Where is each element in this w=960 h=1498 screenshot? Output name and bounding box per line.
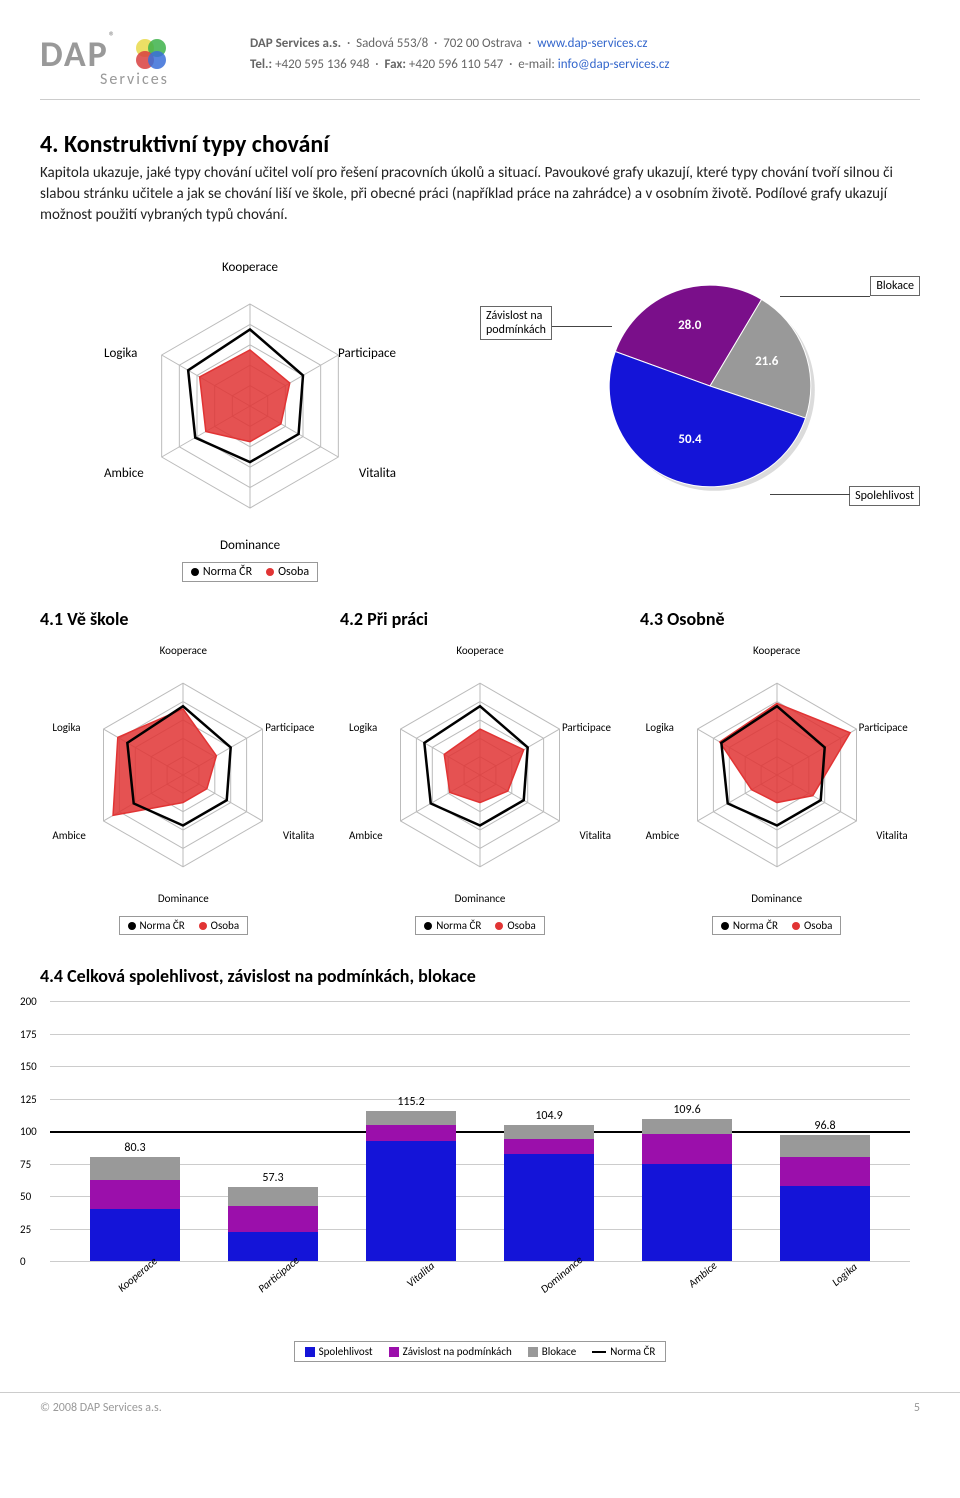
radar-axis-label: Ambice (349, 829, 383, 842)
radar-axis-label: Kooperace (160, 644, 207, 657)
section-title: 4. Konstruktivní typy chování (40, 130, 920, 159)
radar-axis-label: Vitalita (580, 829, 611, 842)
logo-main: DAP (40, 32, 109, 76)
bar-total: 80.3 (124, 1141, 145, 1155)
section-44-title: 4.4 Celková spolehlivost, závislost na p… (40, 965, 920, 987)
radar-axis-label: Logika (104, 346, 137, 361)
radar-axis-label: Dominance (751, 892, 802, 905)
bar-total: 104.9 (535, 1109, 562, 1123)
page-number: 5 (914, 1401, 920, 1415)
radar-axis-label: Dominance (455, 892, 506, 905)
svg-text:21.6: 21.6 (755, 354, 779, 369)
bar-total: 115.2 (397, 1095, 424, 1109)
bar-total: 96.8 (814, 1119, 835, 1133)
pie-chart: 28.0 21.6 50.4 Závislost napodmínkách Blokac… (480, 256, 920, 541)
page-footer: © 2008 DAP Services a.s. 5 (0, 1392, 960, 1423)
bar-group: 104.9 (494, 1109, 604, 1261)
svg-text:28.0: 28.0 (678, 318, 702, 333)
ytick: 175 (20, 1028, 37, 1041)
subtitle-praci: 4.2 Při práci (340, 608, 620, 630)
small-radar: Kooperace Participace Vitalita Dominance Amb… (337, 640, 624, 935)
page-header: DAP® Services DAP Services a.s. · Sadová… (40, 30, 920, 100)
radar-axis-label: Dominance (220, 538, 280, 553)
ytick: 125 (20, 1093, 37, 1106)
radar-axis-label: Kooperace (456, 644, 503, 657)
radar-axis-label: Vitalita (876, 829, 907, 842)
ytick: 100 (20, 1125, 37, 1138)
section-text: Kapitola ukazuje, jaké typy chování učit… (40, 163, 920, 226)
bar-chart: 0255075100125150175200 80.3 57.3 115.2 1… (50, 1001, 910, 1262)
header-contact: DAP Services a.s. · Sadová 553/8 · 702 0… (250, 30, 920, 76)
ytick: 200 (20, 995, 37, 1008)
radar-axis-label: Kooperace (222, 260, 278, 275)
radar-axis-label: Vitalita (283, 829, 314, 842)
ytick: 150 (20, 1060, 37, 1073)
pie-label-blokace: Blokace (870, 276, 920, 296)
subtitle-osobne: 4.3 Osobně (640, 608, 920, 630)
radar-axis-label: Participace (265, 721, 314, 734)
radar-axis-label: Ambice (646, 829, 680, 842)
radar-axis-label: Logika (52, 721, 80, 734)
bar-total: 57.3 (262, 1171, 283, 1185)
subtitle-skole: 4.1 Vě škole (40, 608, 320, 630)
radar-axis-label: Participace (338, 346, 396, 361)
radar-axis-label: Vitalita (359, 466, 396, 481)
logo-dots-icon (133, 36, 169, 72)
radar-legend: Norma ČR Osoba (182, 562, 318, 582)
ytick: 50 (20, 1190, 31, 1203)
bar-total: 109.6 (673, 1103, 700, 1117)
bar-group: 115.2 (356, 1095, 466, 1261)
web-link[interactable]: www.dap-services.cz (537, 36, 647, 51)
small-radars-row: Kooperace Participace Vitalita Dominance Amb… (40, 640, 920, 935)
radar-axis-label: Ambice (104, 466, 144, 481)
pie-label-spolehlivost: Spolehlivost (849, 486, 920, 506)
ytick: 75 (20, 1158, 31, 1171)
bar-group: 109.6 (632, 1103, 742, 1261)
svg-text:50.4: 50.4 (678, 432, 702, 447)
radar-axis-label: Participace (859, 721, 908, 734)
radar-axis-label: Participace (562, 721, 611, 734)
radar-axis-label: Kooperace (753, 644, 800, 657)
pie-label-zavislost: Závislost napodmínkách (480, 306, 552, 340)
main-radar: Kooperace Participace Vitalita Dominance Amb… (40, 256, 460, 582)
radar-axis-label: Logika (646, 721, 674, 734)
small-radar: Kooperace Participace Vitalita Dominance Amb… (40, 640, 327, 935)
radar-axis-label: Logika (349, 721, 377, 734)
ytick: 25 (20, 1223, 31, 1236)
radar-axis-label: Dominance (158, 892, 209, 905)
bar-legend: SpolehlivostZávislost na podmínkáchBloka… (294, 1341, 667, 1362)
ytick: 0 (20, 1255, 26, 1268)
radar-axis-label: Ambice (52, 829, 86, 842)
email-link[interactable]: info@dap-services.cz (558, 57, 670, 72)
logo: DAP® Services (40, 30, 220, 89)
small-radar: Kooperace Participace Vitalita Dominance Amb… (633, 640, 920, 935)
copyright: © 2008 DAP Services a.s. (40, 1401, 162, 1415)
bar-group: 96.8 (770, 1119, 880, 1261)
